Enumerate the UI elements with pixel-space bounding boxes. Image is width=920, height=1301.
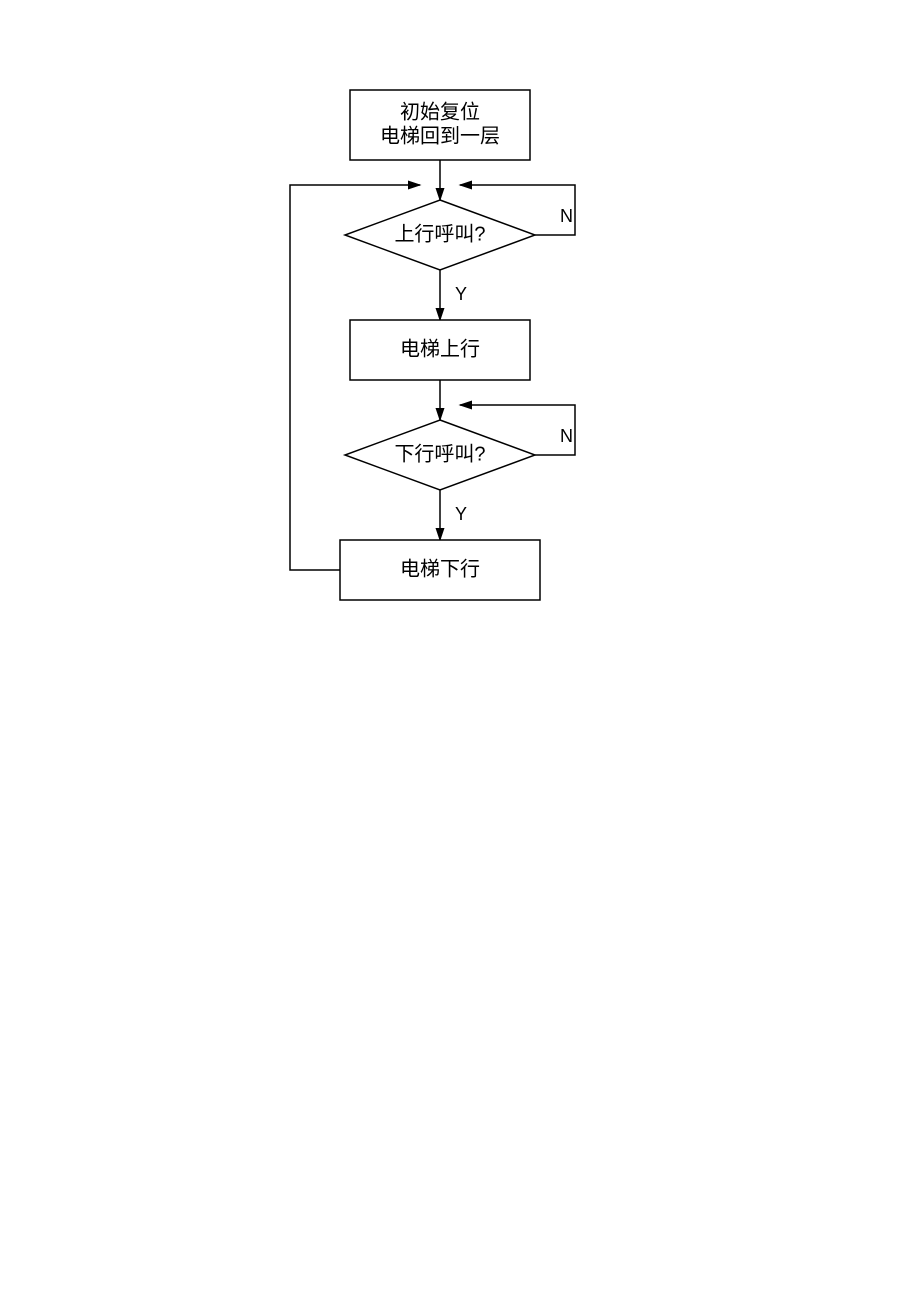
flowchart-diagram: 初始复位电梯回到一层上行呼叫? 电梯上行下行呼叫? 电梯下行 Y N Y N xyxy=(0,0,920,1301)
flow-start-text: 初始复位 xyxy=(400,100,480,123)
flow-label-dec2_no: N xyxy=(560,426,573,446)
flow-label-dec2_yes: Y xyxy=(455,504,467,524)
flow-dec2-text: 下行呼叫? xyxy=(394,442,485,465)
flow-dec1-text: 上行呼叫? xyxy=(394,222,485,245)
flow-label-dec1_yes: Y xyxy=(455,284,467,304)
flow-proc2-text: 电梯下行 xyxy=(400,557,480,580)
flow-start-text: 电梯回到一层 xyxy=(380,124,500,147)
flow-label-dec1_no: N xyxy=(560,206,573,226)
flow-proc1-text: 电梯上行 xyxy=(400,337,480,360)
